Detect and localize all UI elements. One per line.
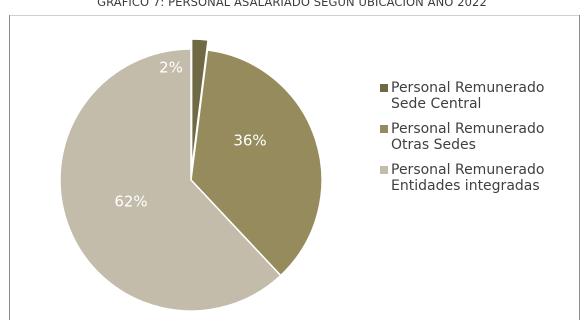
legend: Personal Remunerado Sede Central Persona… — [380, 80, 580, 203]
legend-label: Personal Remunerado Otras Sedes — [391, 121, 545, 153]
pie-data-label: 36% — [233, 132, 266, 150]
legend-label: Personal Remunerado Entidades integradas — [391, 162, 545, 194]
legend-swatch — [380, 84, 388, 92]
chart-frame-top-border — [9, 15, 580, 16]
pie-data-label: 62% — [114, 193, 147, 211]
chart-frame — [9, 15, 580, 320]
legend-swatch — [380, 166, 388, 174]
legend-swatch — [380, 125, 388, 133]
legend-item-sede-central: Personal Remunerado Sede Central — [380, 80, 580, 112]
pie-slice — [59, 48, 282, 312]
legend-item-entidades-integradas: Personal Remunerado Entidades integradas — [380, 162, 580, 194]
legend-item-otras-sedes: Personal Remunerado Otras Sedes — [380, 121, 580, 153]
chart-title: GRÁFICO 7: PERSONAL ASALARIADO SEGÚN UBI… — [97, 0, 487, 9]
legend-label: Personal Remunerado Sede Central — [391, 80, 545, 112]
pie-data-label: 2% — [159, 59, 183, 77]
pie-slice — [190, 49, 323, 277]
